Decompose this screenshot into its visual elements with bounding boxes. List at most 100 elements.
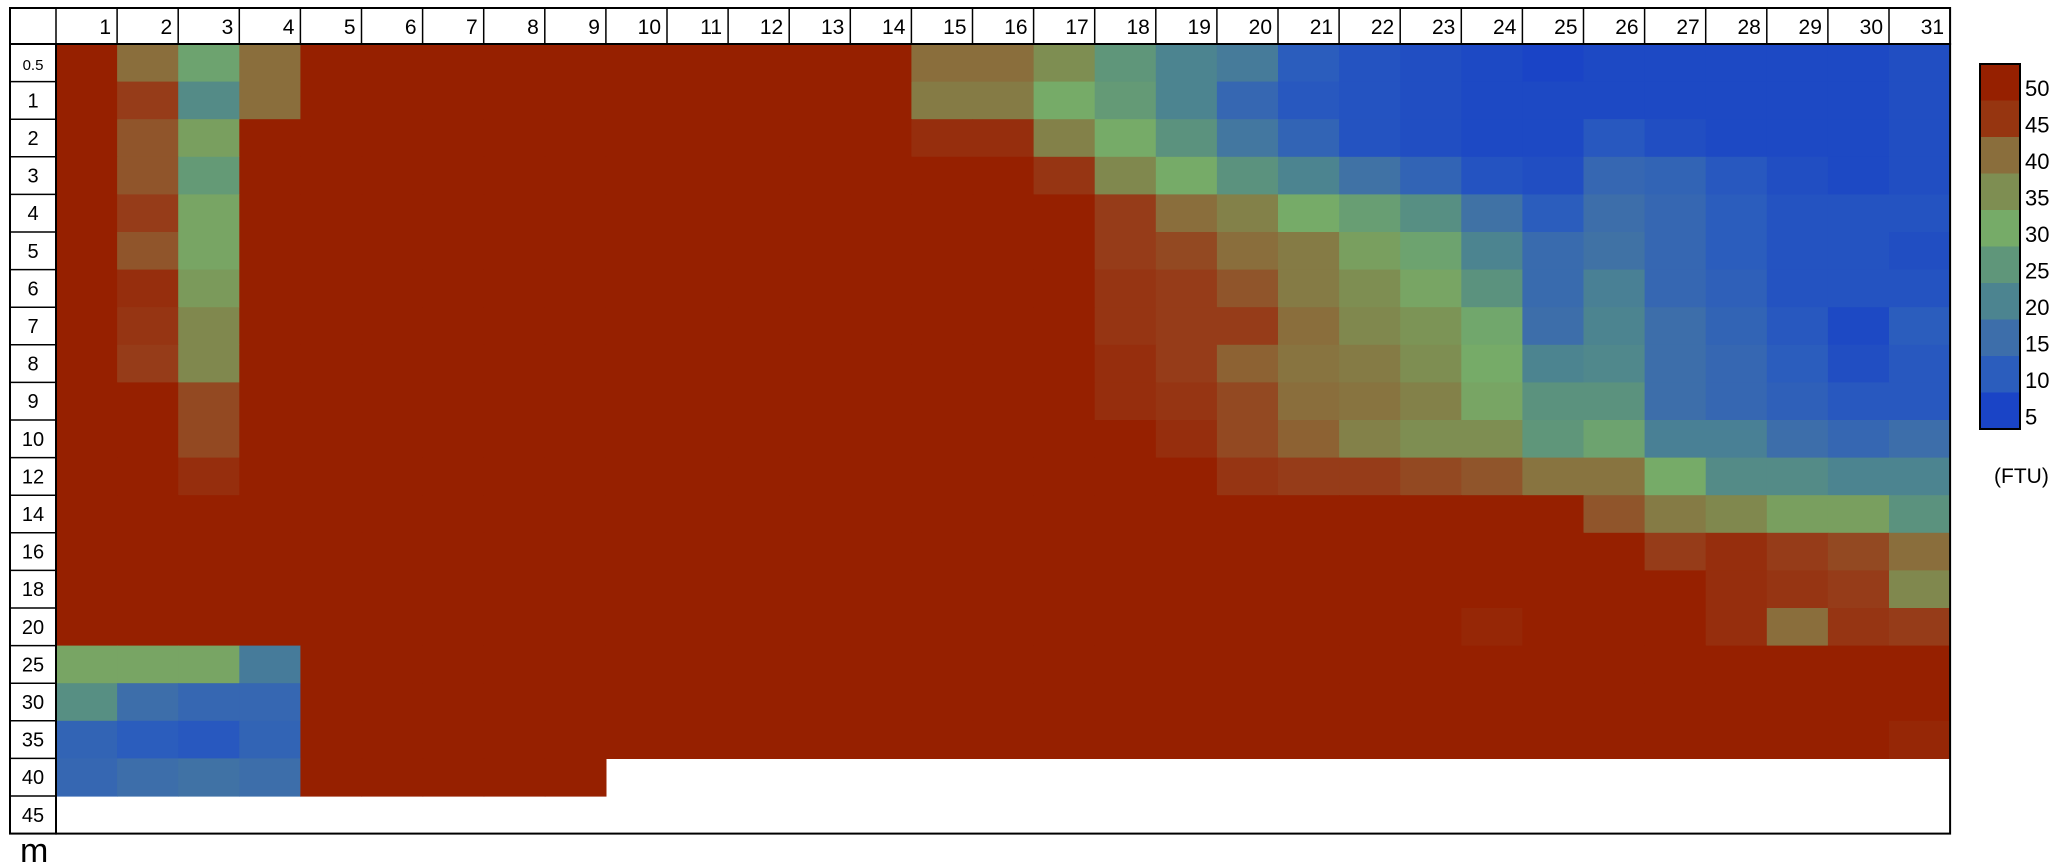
heatmap-cell (544, 194, 607, 233)
heatmap-cell (1889, 269, 1951, 308)
heatmap-cell (1827, 156, 1890, 195)
heatmap-cell (1400, 44, 1462, 83)
heatmap-cell (1094, 495, 1157, 534)
heatmap-cell (1278, 683, 1340, 722)
heatmap-cell (1339, 194, 1401, 233)
heatmap-cell (300, 269, 363, 308)
heatmap-cell (178, 119, 240, 158)
heatmap-cell (1827, 44, 1890, 83)
heatmap-cell (1278, 269, 1340, 308)
heatmap-cell (667, 81, 729, 120)
heatmap-cell (361, 532, 424, 571)
heatmap-cell (300, 382, 363, 421)
heatmap-cell (1522, 382, 1585, 421)
heatmap-cell (605, 683, 668, 722)
heatmap-cell (789, 156, 851, 195)
heatmap-cell (1339, 269, 1401, 308)
heatmap-cell (361, 570, 424, 609)
heatmap-cell (1155, 44, 1218, 83)
heatmap-cell (1889, 420, 1951, 459)
heatmap-cell (1583, 81, 1646, 120)
heatmap-cell (1461, 307, 1523, 346)
heatmap-cell (1766, 382, 1829, 421)
colorbar-tick-label: 10 (2025, 368, 2049, 393)
heatmap-cell (972, 720, 1035, 759)
colorbar-tick-label: 15 (2025, 332, 2049, 357)
y-tick-label: 18 (22, 579, 44, 601)
heatmap-cell (1766, 570, 1829, 609)
heatmap-cell (789, 608, 851, 647)
heatmap-cell (789, 570, 851, 609)
heatmap-cell (178, 570, 240, 609)
heatmap-cell (178, 156, 240, 195)
heatmap-cell (1400, 570, 1462, 609)
heatmap-cell (1889, 44, 1951, 83)
heatmap-cell (361, 44, 424, 83)
heatmap-cell (605, 382, 668, 421)
heatmap-cell (1583, 269, 1646, 308)
heatmap-cell (361, 269, 424, 308)
y-tick-label: 10 (22, 429, 44, 451)
heatmap-cell (605, 495, 668, 534)
heatmap-cell (667, 307, 729, 346)
heatmap-cell (728, 608, 790, 647)
y-tick-label: 14 (22, 504, 44, 526)
heatmap-cell (728, 382, 790, 421)
heatmap-cell (667, 44, 729, 83)
heatmap-cell (972, 232, 1035, 271)
x-tick-label: 25 (1554, 16, 1577, 39)
heatmap-cell (1705, 344, 1768, 383)
heatmap-cell (422, 81, 485, 120)
heatmap-cell (56, 608, 118, 647)
heatmap-cell (972, 269, 1035, 308)
heatmap-cell (605, 156, 668, 195)
x-tick-label: 18 (1126, 16, 1149, 39)
heatmap-cell (544, 44, 607, 83)
heatmap-cell (1461, 532, 1523, 571)
heatmap-cell (178, 758, 240, 797)
heatmap-cell (1766, 683, 1829, 722)
heatmap-cell (1705, 532, 1768, 571)
heatmap-cell (117, 532, 179, 571)
heatmap-cell (1400, 156, 1462, 195)
heatmap-cell (56, 156, 118, 195)
heatmap-cell (850, 119, 912, 158)
heatmap-cell (56, 81, 118, 120)
heatmap-cell (1033, 495, 1096, 534)
heatmap-cell (972, 457, 1035, 496)
heatmap-cell (972, 44, 1035, 83)
heatmap-cell (56, 269, 118, 308)
heatmap-cell (1766, 344, 1829, 383)
heatmap-cell (1400, 232, 1462, 271)
heatmap-cell (56, 307, 118, 346)
heatmap-cell (1033, 156, 1096, 195)
heatmap-cell (117, 156, 179, 195)
heatmap-cell (422, 156, 485, 195)
heatmap-cell (667, 532, 729, 571)
heatmap-cell (300, 457, 363, 496)
heatmap-cell (300, 81, 363, 120)
heatmap-cell (1644, 683, 1707, 722)
heatmap-cell (422, 194, 485, 233)
colorbar-tick-label: 30 (2025, 222, 2049, 247)
colorbar-swatch (1980, 100, 2020, 137)
heatmap-cell (422, 457, 485, 496)
heatmap-cell (361, 457, 424, 496)
heatmap-cell (1889, 457, 1951, 496)
heatmap-cell (1827, 420, 1890, 459)
heatmap-cell (1094, 119, 1157, 158)
x-tick-label: 26 (1615, 16, 1638, 39)
heatmap-cell (1644, 532, 1707, 571)
heatmap-cell (1583, 720, 1646, 759)
heatmap-cell (1216, 608, 1279, 647)
heatmap-cell (178, 457, 240, 496)
heatmap-cell (1644, 608, 1707, 647)
heatmap-cell (300, 645, 363, 684)
heatmap-cell (911, 307, 974, 346)
heatmap-cell (1216, 269, 1279, 308)
heatmap-cell (239, 457, 301, 496)
heatmap-cell (850, 683, 912, 722)
heatmap-cell (1278, 344, 1340, 383)
heatmap-cell (1889, 608, 1951, 647)
